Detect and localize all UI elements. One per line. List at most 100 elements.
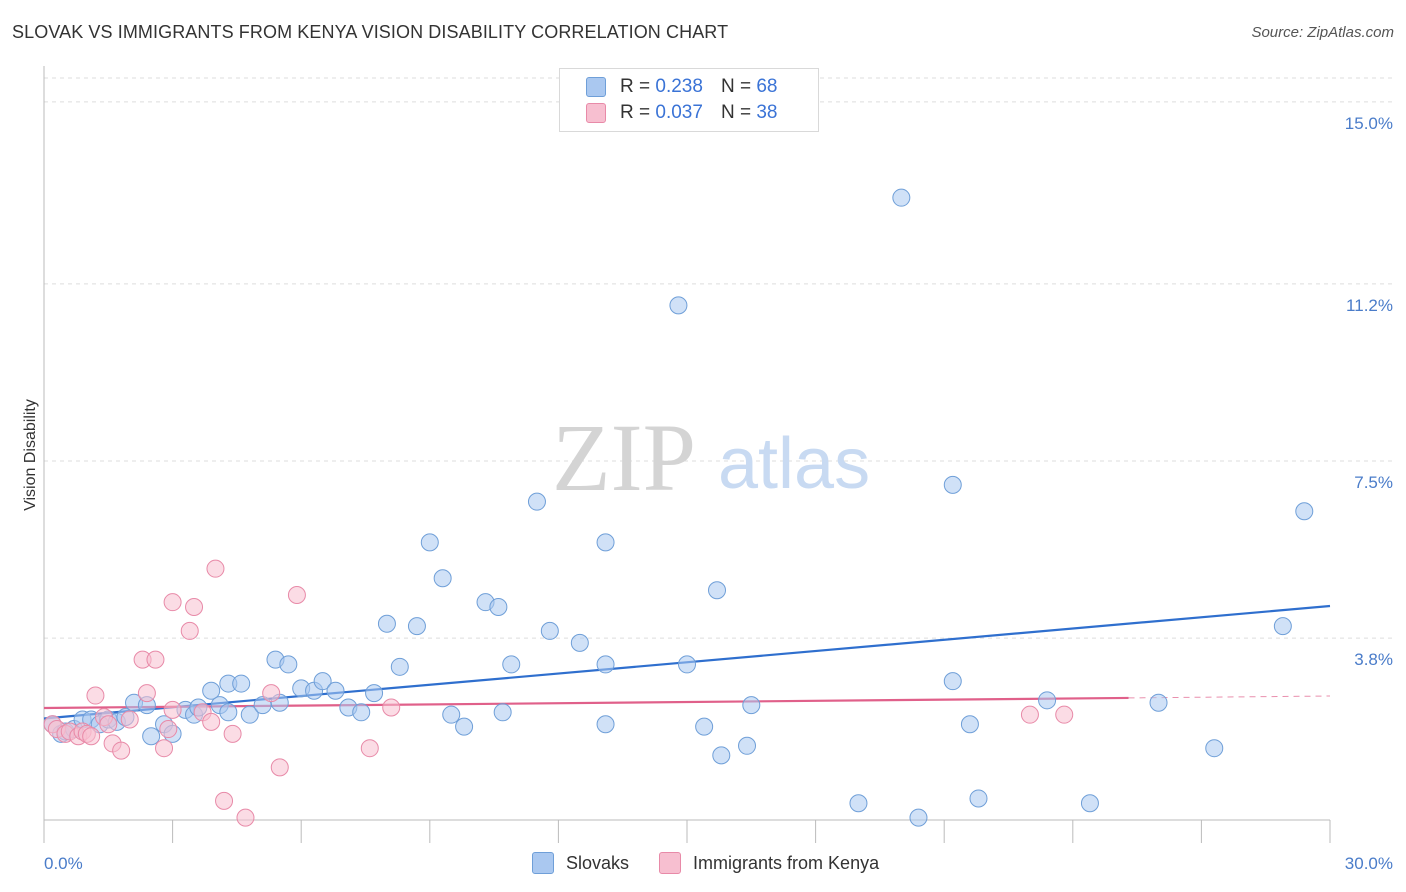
slovak-point	[142, 727, 161, 746]
slovak-point	[596, 715, 615, 734]
kenya-point	[223, 724, 242, 743]
slovak-point	[1273, 617, 1292, 636]
slovak-point	[502, 655, 521, 674]
kenya-point	[360, 739, 379, 758]
slovak-point	[738, 736, 757, 755]
slovak-point	[969, 789, 988, 808]
slovak-point	[742, 696, 761, 715]
slovak-point	[442, 705, 461, 724]
slovak-point	[279, 655, 298, 674]
slovak-point	[202, 681, 221, 700]
slovak-point	[695, 717, 714, 736]
slovak-point	[596, 533, 615, 552]
slovak-point	[570, 633, 589, 652]
slovak-point	[712, 746, 731, 765]
x-tick-label: 0.0%	[44, 854, 83, 873]
legend-swatch-blue	[586, 77, 606, 97]
series-swatch-pink	[659, 852, 682, 874]
slovak-point	[596, 655, 615, 674]
kenya-point	[155, 739, 174, 758]
slovak-point	[943, 475, 962, 494]
slovak-point	[352, 703, 371, 722]
slovak-point	[849, 794, 868, 813]
y-tick-label: 15.0%	[1345, 114, 1393, 133]
tick-labels: 3.8% 7.5% 11.2% 15.0% 0.0% 30.0%	[44, 114, 1393, 873]
slovak-point	[365, 684, 384, 703]
slovak-point	[1205, 739, 1224, 758]
kenya-point	[180, 621, 199, 640]
slovak-point	[455, 717, 474, 736]
kenya-point	[146, 650, 165, 669]
kenya-point	[120, 710, 139, 729]
kenya-point	[287, 586, 306, 605]
legend-r-label: R =	[620, 102, 651, 123]
slovak-point	[669, 296, 688, 315]
legend-swatch-pink	[586, 103, 606, 123]
slovak-point	[219, 703, 238, 722]
slovak-point	[326, 681, 345, 700]
slovak-point	[1080, 794, 1099, 813]
series-legend-slovaks[interactable]: Slovaks	[532, 852, 629, 874]
watermark-zip: ZIP	[552, 404, 696, 511]
series-swatch-blue	[532, 852, 554, 874]
kenya-point	[1055, 705, 1074, 724]
slovak-point	[232, 674, 251, 693]
slovak-point	[678, 655, 696, 674]
slovak-point	[407, 617, 426, 636]
slovak-point	[390, 657, 409, 676]
legend-n-value: 38	[756, 102, 778, 123]
kenya-point	[236, 808, 255, 827]
slovak-point	[433, 569, 452, 588]
slovak-point	[527, 492, 546, 511]
kenya-point	[82, 727, 101, 746]
slovak-point	[540, 621, 559, 640]
series-label-slovaks: Slovaks	[566, 852, 630, 873]
slovak-point	[240, 705, 259, 724]
legend-n-label: N =	[720, 102, 752, 123]
y-axis-label: Vision Disability	[22, 399, 39, 511]
y-tick-label: 3.8%	[1354, 650, 1393, 669]
legend: R = 0.238 N = 68 R = 0.037 N = 38	[559, 68, 819, 132]
legend-n-value: 68	[756, 76, 778, 97]
slovak-point	[708, 581, 727, 600]
kenya-point	[163, 700, 182, 719]
kenya-point	[262, 684, 281, 703]
kenya-point	[382, 698, 401, 717]
legend-r-value: 0.238	[655, 76, 703, 97]
kenya-point	[159, 720, 178, 739]
chart-title: SLOVAK VS IMMIGRANTS FROM KENYA VISION D…	[12, 22, 729, 42]
slovak-point	[1295, 502, 1314, 521]
kenya-point	[1020, 705, 1039, 724]
kenya-point	[215, 791, 234, 810]
slovak-point	[493, 703, 512, 722]
legend-r-label: R =	[620, 76, 651, 97]
kenya-point	[137, 684, 156, 703]
kenya-point	[112, 741, 131, 760]
kenya-point	[206, 559, 225, 578]
legend-row-slovaks: R = 0.238 N = 68	[586, 75, 777, 99]
series-legend-kenya[interactable]: Immigrants from Kenya	[659, 852, 879, 874]
slovak-point	[960, 715, 979, 734]
slovak-point	[943, 672, 962, 691]
kenya-point	[99, 715, 118, 734]
data-points	[43, 188, 1314, 827]
slovak-point	[420, 533, 439, 552]
grid	[44, 77, 1394, 639]
slovak-point	[1149, 693, 1168, 712]
series-legend: Slovaks Immigrants from Kenya	[532, 852, 909, 874]
slovak-point	[909, 808, 928, 827]
watermark-atlas: atlas	[718, 424, 870, 504]
slovak-point	[377, 614, 396, 633]
kenya-point	[163, 593, 182, 612]
slovak-point	[892, 188, 911, 207]
y-tick-label: 11.2%	[1346, 296, 1393, 315]
kenya-point	[86, 686, 105, 705]
y-tick-label: 7.5%	[1354, 473, 1393, 492]
watermark: ZIP atlas	[552, 404, 870, 511]
slovak-point	[1038, 691, 1057, 710]
legend-row-kenya: R = 0.037 N = 38	[586, 101, 777, 125]
kenya-point	[202, 712, 221, 731]
kenya-point	[270, 758, 289, 777]
legend-n-label: N =	[720, 76, 752, 97]
